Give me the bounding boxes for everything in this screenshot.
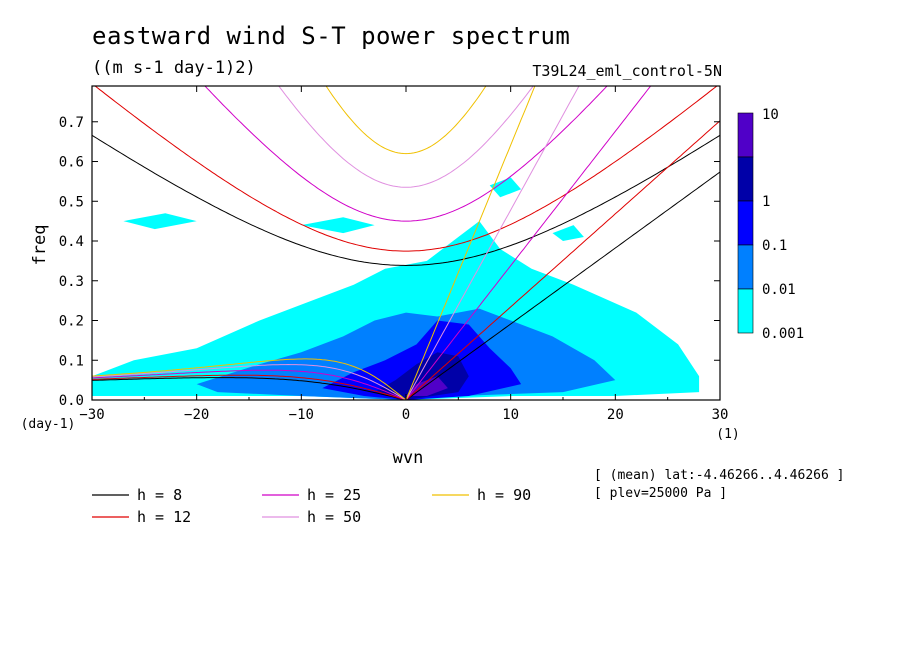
colorbar-swatch (737, 156, 754, 202)
legend-label: h = 25 (307, 486, 361, 504)
colorbar-swatch (737, 200, 754, 246)
legend-label: h = 90 (477, 486, 531, 504)
x-tick-label: 10 (502, 407, 519, 423)
colorbar-label: 10 (762, 107, 779, 123)
kelvin-curve (405, 86, 536, 400)
power-region (552, 225, 584, 241)
x-axis-unit: (1) (716, 427, 739, 442)
colorbar: 0.001 0.01 0.1 1 10 (737, 107, 804, 342)
colorbar-swatch (737, 244, 754, 290)
rossby-curve (92, 358, 407, 400)
y-axis-unit: (day-1) (21, 417, 76, 432)
y-tick-label: 0.1 (59, 353, 84, 369)
plev-note: [ plev=25000 Pa ] (594, 486, 728, 501)
colorbar-swatch (737, 288, 754, 334)
chart-units: ((m s-1 day-1)2) (92, 58, 256, 78)
inertia-gravity-curve (325, 86, 487, 155)
x-tick-label: 30 (712, 407, 729, 423)
y-tick-label: 0.2 (59, 314, 84, 330)
y-tick-label: 0.0 (59, 393, 84, 409)
kelvin-curve (405, 171, 720, 400)
mean-lat-note: [ (mean) lat:-4.46266..4.46266 ] (594, 468, 845, 483)
colorbar-label: 0.01 (762, 282, 796, 298)
x-axis-label: wvn (393, 448, 424, 468)
rossby-curve (92, 374, 407, 400)
y-tick-label: 0.7 (59, 115, 84, 131)
power-region (489, 177, 522, 198)
legend-label: h = 8 (137, 486, 182, 504)
legend-label: h = 50 (307, 508, 361, 526)
rossby-curve (92, 369, 407, 400)
y-tick-label: 0.6 (59, 155, 84, 171)
y-tick-label: 0.3 (59, 274, 84, 290)
colorbar-swatch (737, 112, 754, 158)
x-tick-label: 0 (402, 407, 410, 423)
legend-label: h = 12 (137, 508, 191, 526)
power-region (301, 217, 375, 234)
y-axis: 0.0 0.1 0.2 0.3 0.4 0.5 0.6 0.7 (59, 115, 720, 409)
chart-title: eastward wind S-T power spectrum (92, 22, 571, 50)
kelvin-curve (405, 120, 720, 400)
kelvin-curve (405, 86, 652, 400)
power-region (322, 320, 522, 400)
inertia-gravity-curve (94, 86, 718, 252)
inertia-gravity-curve (278, 86, 534, 188)
colorbar-label: 0.1 (762, 238, 787, 254)
rossby-curve (92, 363, 407, 400)
dispersion-curves (92, 86, 720, 400)
kelvin-curve (405, 86, 580, 400)
inertia-gravity-curve (204, 86, 608, 222)
legend: h = 8 h = 12 h = 25 h = 50 h = 90 (92, 486, 531, 526)
x-tick-label: −20 (184, 407, 209, 423)
x-tick-label: −10 (289, 407, 314, 423)
power-region (123, 213, 197, 230)
y-tick-label: 0.5 (59, 194, 84, 210)
x-axis: −30 −20 −10 0 10 20 30 (79, 86, 728, 423)
x-tick-label: 20 (607, 407, 624, 423)
power-contours (92, 177, 700, 400)
inertia-gravity-curve (92, 134, 720, 267)
colorbar-label: 0.001 (762, 326, 804, 342)
rossby-curve (92, 377, 407, 400)
x-tick-label: −30 (79, 407, 104, 423)
y-tick-label: 0.4 (59, 234, 84, 250)
y-axis-label: freq (30, 225, 50, 266)
run-name: T39L24_eml_control-5N (532, 62, 722, 80)
colorbar-label: 1 (762, 194, 770, 210)
